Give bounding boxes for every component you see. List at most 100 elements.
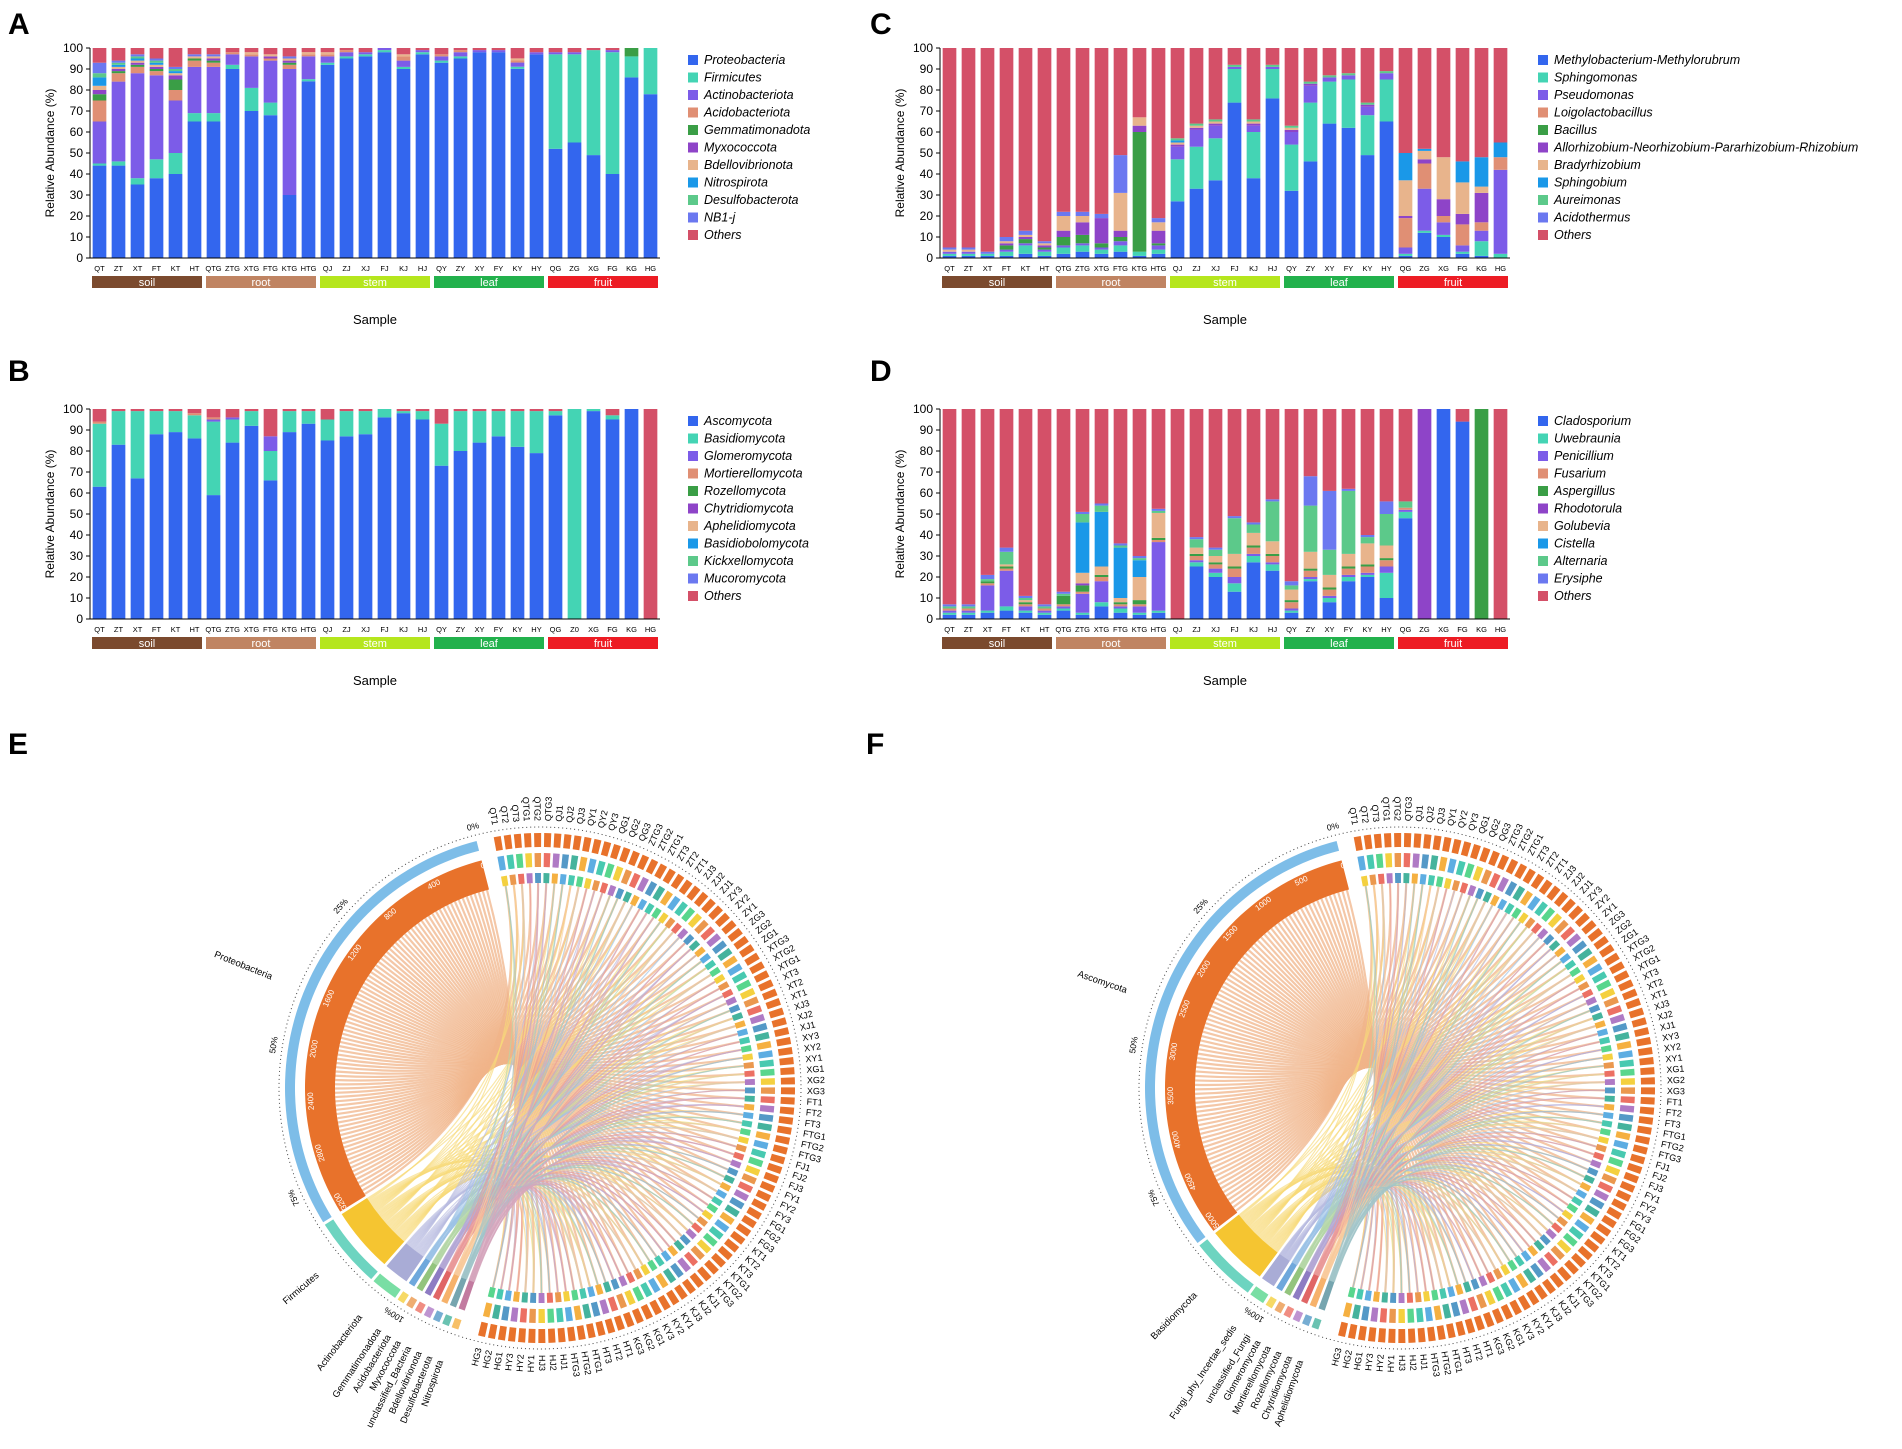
sample-label: QT2 [1358,805,1370,824]
sample-outer-arc [493,836,503,852]
x-tick-label: KT [171,264,181,273]
sample-outer-arc [1488,850,1500,867]
sample-outer-arc [711,1252,726,1268]
chord-link [469,1186,559,1293]
bar-segment [1170,48,1185,139]
sample-outer-arc [528,1328,536,1343]
chord-link [1320,886,1440,1278]
sample-outer-arc [1517,1294,1531,1311]
sample-arc [654,1255,665,1267]
sample-composition-arc [1450,1301,1461,1317]
sample-outer-arc [1636,1125,1652,1135]
bar-segment [1113,612,1128,619]
taxon-arc [458,1280,475,1311]
bar-segment [130,48,145,55]
bar-segment [1455,409,1470,422]
sample-outer-arc [1564,1259,1579,1275]
sample-outer-arc [708,905,723,921]
sample-arc [625,1271,636,1284]
bar-segment [1360,572,1375,575]
sample-label: QY3 [1466,812,1480,832]
x-tick-label: FTG [1113,264,1128,273]
sample-composition-arc [620,869,633,885]
panel-letter-a: A [8,8,30,41]
sample-outer-arc [553,833,562,848]
bar-segment [999,547,1014,552]
bar-segment [1322,598,1337,603]
bar-segment [1037,245,1052,248]
y-tick-label: 0 [926,251,933,265]
y-tick-label: 30 [920,188,934,202]
sample-arc [1599,1128,1611,1136]
sample-arc [1590,1159,1602,1169]
sample-outer-arc [779,1057,794,1066]
bar-segment [1246,132,1261,179]
bar-segment [130,54,145,57]
sample-arc [1530,922,1542,934]
taxon-composition-ring [1145,841,1340,1244]
legend-swatch [688,90,698,100]
bar-segment [244,111,259,258]
bar-segment [1322,77,1337,82]
bar-segment [206,121,221,258]
legend-swatch [688,142,698,153]
sample-arc [1435,876,1444,888]
taxon-composition-ring [414,1301,426,1314]
legend-label: Mortierellomycota [704,467,803,481]
sample-outer-arc [1479,847,1491,863]
chord-link [1293,937,1540,1264]
bar-segment [1056,595,1071,605]
sample-arc [1603,1103,1615,1111]
bar-segment [149,178,164,258]
bar-segment [1227,64,1242,67]
x-tick-label: XY [474,625,484,634]
bar-segment [244,411,259,426]
taxon-composition-ring [285,841,480,1223]
bar-segment [1189,553,1204,556]
sample-arc [1543,934,1555,946]
bar-segment [1360,409,1375,535]
legend-label: Erysiphe [1554,572,1603,586]
x-tick-label: HT [1040,264,1050,273]
bar-segment [999,245,1014,250]
bar-segment [1151,48,1166,219]
sample-outer-arc [1571,1252,1586,1268]
chord-link [460,898,619,1278]
sample-outer-arc [1595,1222,1612,1237]
x-tick-label: XT [133,625,143,634]
sample-arc [1579,1181,1592,1192]
sample-composition-arc [644,881,658,897]
x-tick-label: FJ [380,264,389,273]
bar-segment [1208,125,1223,139]
bar-segment [244,425,259,619]
bar-segment [472,411,487,443]
sample-outer-arc [1568,905,1583,921]
legend-label: NB1-j [704,211,736,225]
bar-segment [92,165,107,258]
bar-segment [1455,421,1470,619]
sample-composition-arc [1619,1105,1635,1113]
sample-outer-arc [1357,1325,1367,1341]
sample-composition-arc [1610,1148,1627,1159]
bar-segment [548,52,563,55]
group-bar [206,637,316,649]
sample-outer-arc [622,1311,635,1328]
bar-segment [643,94,658,258]
x-tick-label: KG [1476,625,1487,634]
bar-segment [1284,132,1299,145]
sample-outer-arc [763,1171,780,1184]
bar-segment [1265,556,1280,563]
x-tick-label: FT [1002,625,1012,634]
bar-segment [92,163,107,166]
chord-link [472,1182,622,1283]
chord-links [1194,882,1605,1294]
bar-segment [1094,602,1109,607]
sample-composition-arc [1601,1173,1617,1185]
sample-composition-arc [711,940,727,955]
sample-outer-arc [1367,1327,1377,1342]
bar-segment [1341,577,1356,582]
bar-segment [942,612,957,615]
bar-segment [1284,129,1299,132]
sample-composition-arc [1512,885,1526,901]
x-tick-label: ZT [114,264,124,273]
